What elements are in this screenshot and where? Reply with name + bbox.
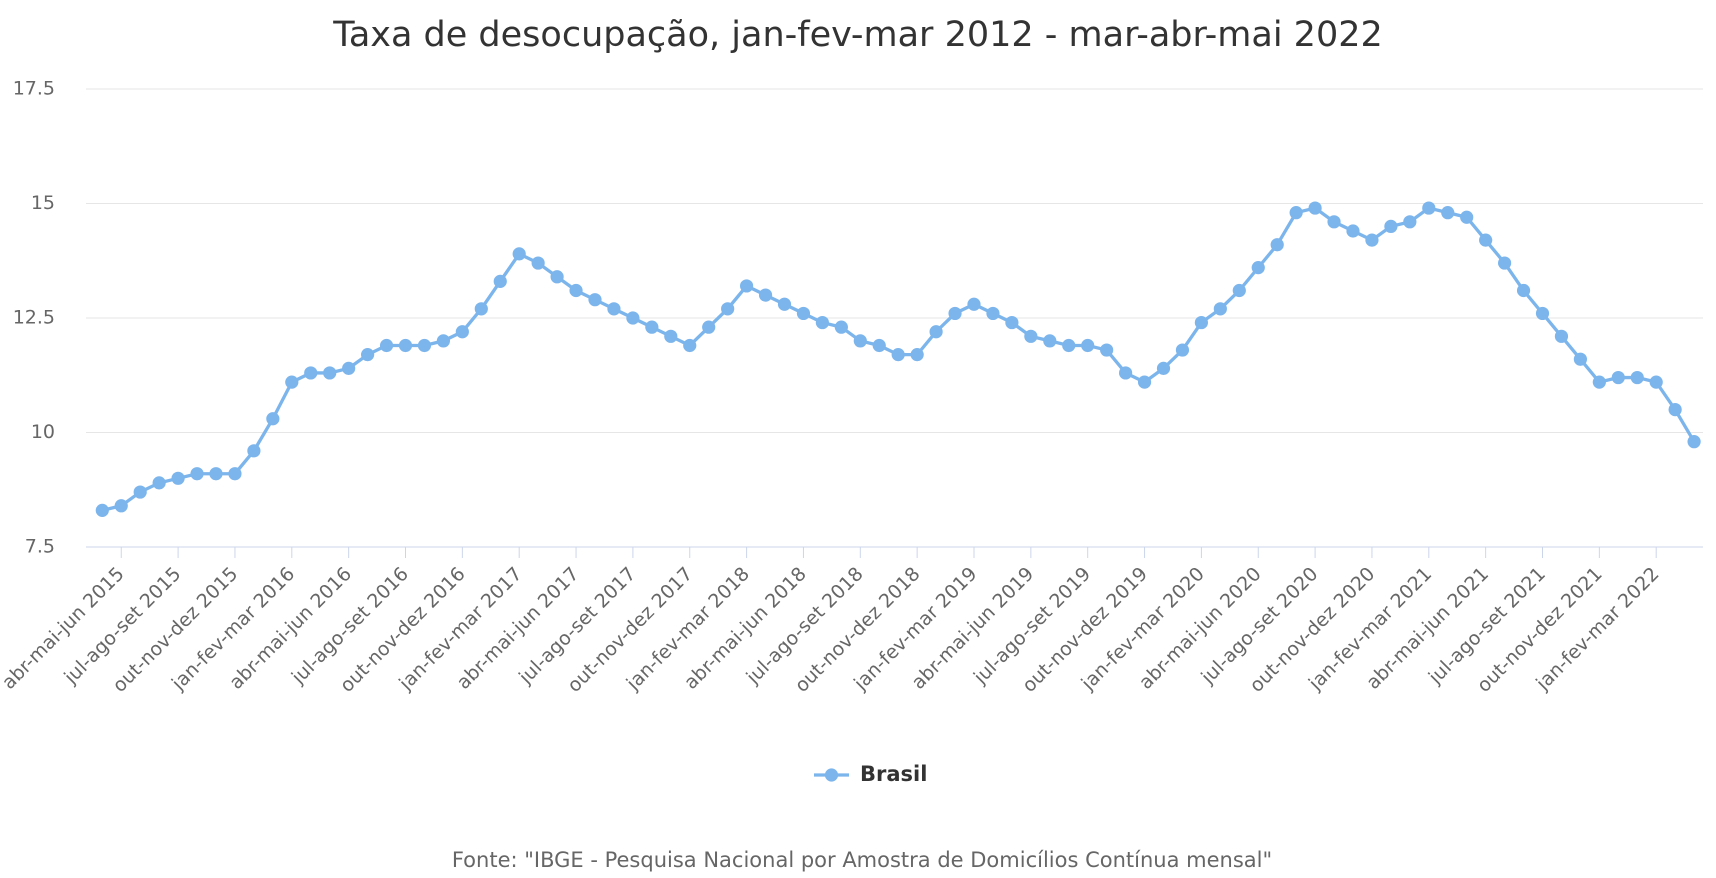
- marker: [702, 320, 716, 334]
- marker: [550, 270, 564, 284]
- marker: [929, 325, 943, 339]
- marker: [474, 302, 488, 316]
- marker: [1100, 343, 1114, 357]
- marker: [967, 297, 981, 311]
- marker: [588, 293, 602, 307]
- marker: [1137, 375, 1152, 389]
- marker: [1024, 329, 1038, 343]
- marker: [1175, 343, 1190, 357]
- marker: [171, 471, 185, 485]
- marker: [1346, 224, 1360, 238]
- marker: [986, 306, 1000, 321]
- marker: [777, 297, 792, 311]
- marker: [796, 306, 811, 321]
- marker: [910, 348, 924, 362]
- legend-label: Brasil: [860, 762, 927, 786]
- marker: [323, 366, 337, 380]
- marker: [493, 274, 507, 288]
- marker: [721, 302, 735, 316]
- marker: [133, 485, 147, 499]
- y-tick-label: 17.5: [13, 78, 55, 100]
- credits: Fonte: "IBGE - Pesquisa Nacional por Amo…: [452, 848, 1272, 872]
- y-tick-label: 12.5: [13, 307, 55, 329]
- marker: [1005, 315, 1019, 330]
- marker: [417, 338, 432, 353]
- marker: [948, 306, 962, 321]
- marker: [872, 338, 886, 353]
- marker: [1687, 435, 1701, 449]
- marker: [645, 320, 659, 334]
- marker: [1232, 283, 1246, 298]
- marker: [1573, 352, 1587, 366]
- marker: [266, 412, 280, 426]
- marker: [304, 366, 318, 380]
- marker: [1649, 375, 1663, 389]
- marker: [1251, 261, 1265, 275]
- marker: [569, 283, 583, 298]
- marker: [1327, 215, 1341, 229]
- marker: [683, 338, 697, 353]
- marker: [1422, 201, 1436, 215]
- marker: [1554, 329, 1569, 343]
- marker: [1194, 315, 1208, 330]
- marker: [740, 279, 754, 293]
- marker: [436, 334, 450, 348]
- marker: [1156, 361, 1171, 375]
- marker: [531, 256, 545, 270]
- marker: [607, 302, 621, 316]
- marker: [815, 315, 830, 330]
- marker: [1535, 306, 1550, 321]
- marker: [758, 288, 773, 302]
- marker: [1403, 215, 1417, 229]
- marker: [361, 348, 375, 362]
- marker: [1460, 210, 1474, 224]
- marker: [1516, 283, 1531, 298]
- legend-marker: [824, 768, 839, 782]
- marker: [1365, 233, 1379, 247]
- y-tick-label: 7.5: [25, 536, 55, 558]
- marker: [1308, 201, 1322, 215]
- marker: [1498, 256, 1512, 270]
- marker: [1611, 370, 1625, 385]
- marker: [891, 348, 905, 362]
- marker: [1119, 366, 1133, 380]
- marker: [1289, 206, 1303, 220]
- marker: [1043, 334, 1057, 348]
- series: [95, 201, 1701, 517]
- marker: [247, 444, 261, 458]
- marker: [1213, 302, 1227, 316]
- marker: [1081, 338, 1095, 353]
- marker: [379, 338, 394, 353]
- marker: [1441, 206, 1455, 220]
- marker: [1479, 233, 1493, 247]
- marker: [1270, 238, 1284, 252]
- marker: [152, 476, 166, 490]
- chart-title: Taxa de desocupação, jan-fev-mar 2012 - …: [332, 15, 1383, 55]
- marker: [1592, 375, 1606, 389]
- marker: [190, 467, 204, 481]
- marker: [114, 499, 128, 513]
- marker: [834, 320, 848, 334]
- marker: [1062, 338, 1076, 353]
- marker: [1384, 219, 1398, 233]
- marker: [853, 334, 867, 348]
- marker: [95, 503, 109, 517]
- marker: [455, 325, 469, 339]
- y-tick-label: 10: [31, 421, 55, 443]
- marker: [342, 361, 356, 375]
- marker: [664, 329, 678, 343]
- marker: [512, 247, 526, 261]
- marker: [398, 338, 413, 353]
- marker: [1630, 370, 1644, 385]
- marker: [209, 467, 223, 481]
- marker: [285, 375, 299, 389]
- marker: [228, 467, 242, 481]
- y-tick-label: 15: [31, 192, 55, 214]
- marker: [1668, 403, 1682, 417]
- marker: [626, 311, 640, 325]
